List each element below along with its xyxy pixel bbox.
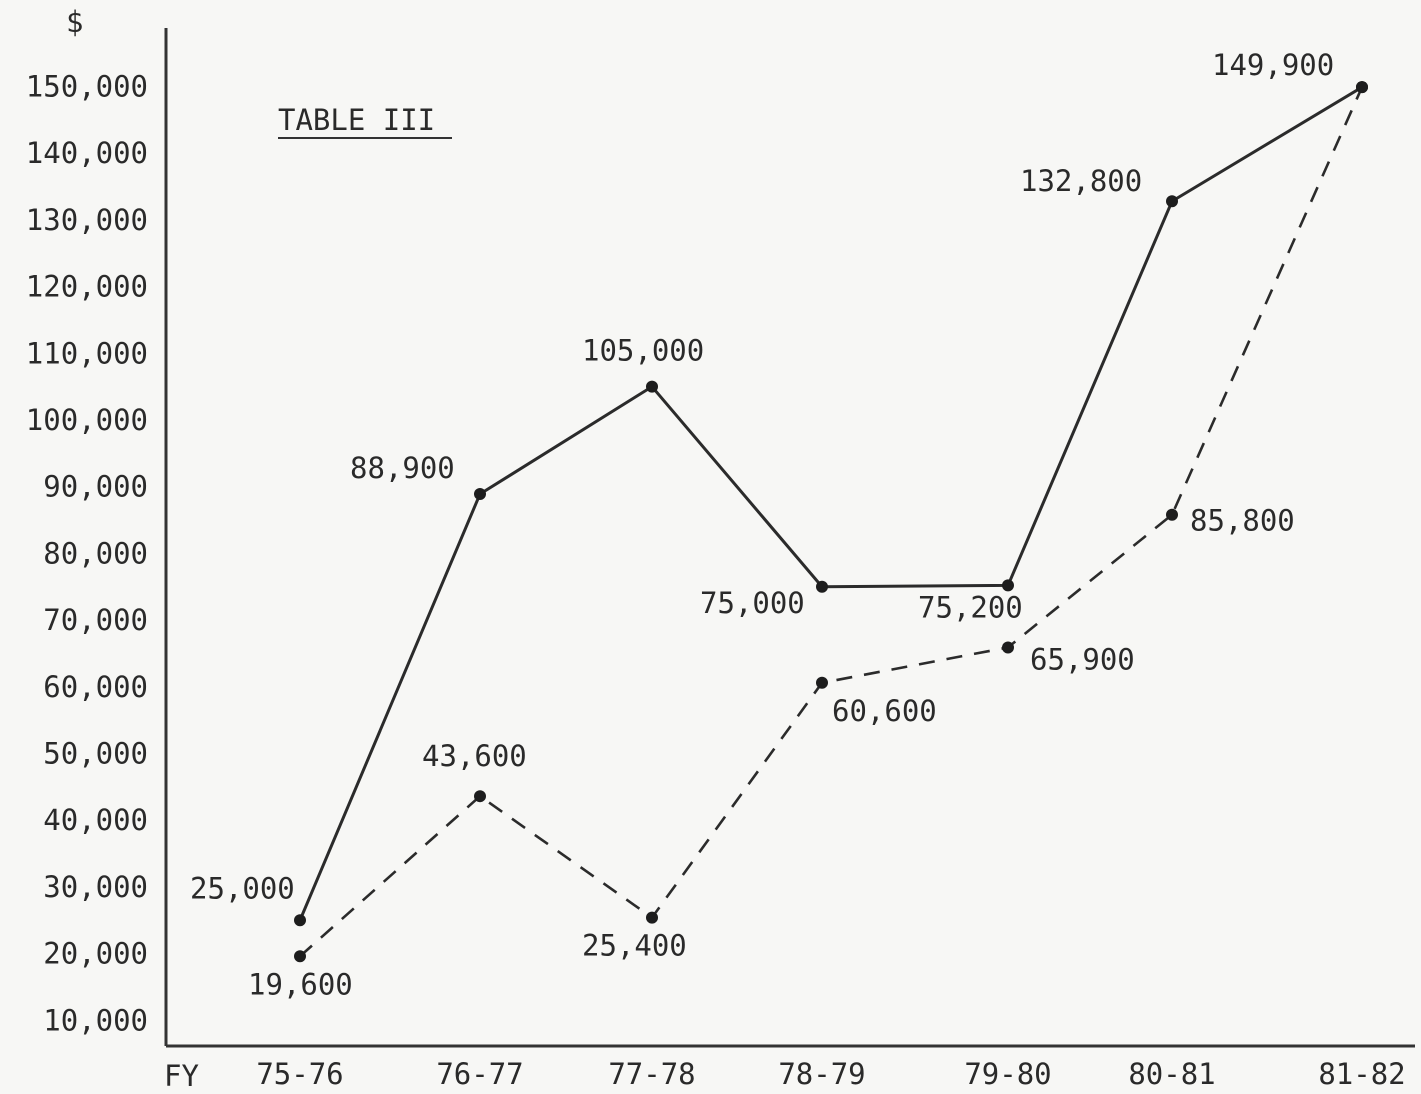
- data-label: 132,800: [1020, 164, 1142, 198]
- data-point: [294, 950, 306, 963]
- data-point: [816, 676, 828, 689]
- y-tick-label: 130,000: [26, 203, 148, 237]
- data-label: 105,000: [582, 334, 704, 368]
- y-tick-labels: 10,000 20,000 30,000 40,000 50,000 60,000 70,0…: [26, 70, 148, 1038]
- x-tick-label: 75-76: [256, 1057, 343, 1091]
- data-point: [646, 380, 658, 393]
- x-tick-label: 78-79: [778, 1057, 865, 1091]
- data-point: [1166, 195, 1178, 208]
- y-tick-label: 120,000: [26, 270, 148, 304]
- y-tick-label: 30,000: [43, 870, 148, 904]
- data-point: [474, 488, 486, 501]
- series-group: 25,000 88,900 105,000 75,000 75,200 132,800 14…: [190, 48, 1368, 1001]
- data-label: 43,600: [422, 739, 527, 773]
- data-point: [1166, 508, 1178, 521]
- y-tick-label: 90,000: [43, 470, 148, 504]
- x-tick-label: 79-80: [964, 1057, 1051, 1091]
- data-point: [816, 580, 828, 593]
- data-label: 60,600: [832, 694, 937, 728]
- data-label: 75,200: [918, 590, 1023, 624]
- data-label: 75,000: [700, 586, 805, 620]
- x-tick-label: 81-82: [1318, 1057, 1405, 1091]
- y-tick-label: 100,000: [26, 403, 148, 437]
- data-point: [294, 914, 306, 927]
- y-tick-label: 50,000: [43, 737, 148, 771]
- data-point: [474, 790, 486, 803]
- data-point: [646, 911, 658, 924]
- y-tick-label: 20,000: [43, 937, 148, 971]
- data-label: 25,400: [582, 929, 687, 963]
- y-axis-label: $: [66, 5, 83, 39]
- y-tick-label: 40,000: [43, 803, 148, 837]
- data-point: [1356, 81, 1368, 94]
- chart-title: TABLE III: [278, 103, 435, 137]
- x-tick-labels: 75-76 76-77 77-78 78-79 79-80 80-81 81-82: [256, 1057, 1405, 1091]
- data-point: [1002, 579, 1014, 592]
- x-axis-prefix: FY: [164, 1059, 199, 1093]
- y-tick-label: 60,000: [43, 670, 148, 704]
- data-label: 149,900: [1212, 48, 1334, 82]
- y-tick-label: 140,000: [26, 136, 148, 170]
- data-point: [1002, 641, 1014, 654]
- y-tick-label: 80,000: [43, 536, 148, 570]
- y-tick-label: 10,000: [43, 1003, 148, 1037]
- y-tick-label: 70,000: [43, 603, 148, 637]
- data-label: 19,600: [248, 967, 353, 1001]
- data-label: 25,000: [190, 871, 295, 905]
- x-tick-label: 80-81: [1128, 1057, 1215, 1091]
- data-label: 65,900: [1030, 642, 1135, 676]
- x-tick-label: 77-78: [608, 1057, 695, 1091]
- data-label: 88,900: [350, 451, 455, 485]
- y-tick-label: 110,000: [26, 336, 148, 370]
- data-label: 85,800: [1190, 504, 1295, 538]
- y-tick-label: 150,000: [26, 70, 148, 104]
- x-tick-label: 76-77: [436, 1057, 523, 1091]
